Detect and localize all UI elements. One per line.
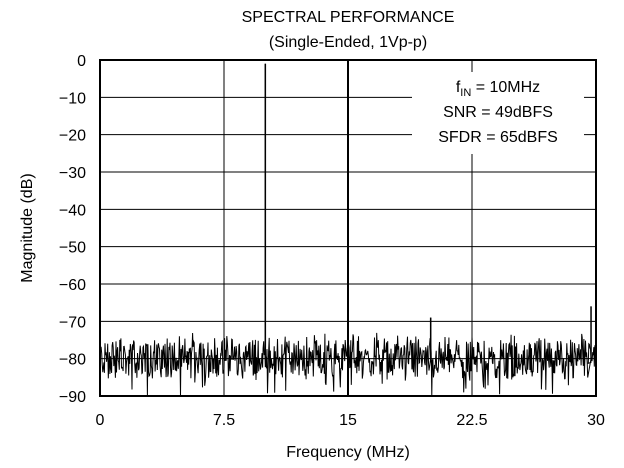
- y-tick-label: −30: [59, 165, 86, 182]
- x-tick-label: 7.5: [213, 412, 235, 429]
- y-axis-label: Magnitude (dB): [19, 173, 36, 282]
- y-tick-labels: 0 −10 −20 −30 −40 −50 −60 −70 −80 −90: [59, 53, 86, 406]
- annotation-fin: fIN = 10MHz: [456, 79, 540, 99]
- y-tick-label: −90: [59, 389, 86, 406]
- x-tick-label: 15: [339, 412, 357, 429]
- y-tick-label: −60: [59, 277, 86, 294]
- chart-subtitle: (Single-Ended, 1Vp-p): [269, 34, 427, 51]
- annotation-sfdr: SFDR = 65dBFS: [438, 129, 558, 146]
- x-axis-label: Frequency (MHz): [286, 444, 410, 461]
- y-tick-label: −50: [59, 240, 86, 257]
- y-tick-label: −80: [59, 352, 86, 369]
- y-tick-label: 0: [77, 53, 86, 70]
- chart-title: SPECTRAL PERFORMANCE: [242, 9, 455, 26]
- y-tick-label: −20: [59, 128, 86, 145]
- annotation-box: fIN = 10MHz SNR = 49dBFS SFDR = 65dBFS: [412, 72, 584, 154]
- spectrum-line: [99, 63, 597, 397]
- y-tick-label: −40: [59, 202, 86, 219]
- x-tick-labels: 0 7.5 15 22.5 30: [96, 412, 605, 429]
- annotation-background: [412, 72, 584, 154]
- x-tick-label: 0: [96, 412, 105, 429]
- y-tick-label: −70: [59, 314, 86, 331]
- spectrum-trace: [99, 63, 597, 397]
- y-tick-label: −10: [59, 90, 86, 107]
- annotation-snr: SNR = 49dBFS: [443, 104, 553, 121]
- x-tick-label: 22.5: [456, 412, 487, 429]
- plot-frame: [99, 59, 597, 397]
- x-tick-label: 30: [587, 412, 605, 429]
